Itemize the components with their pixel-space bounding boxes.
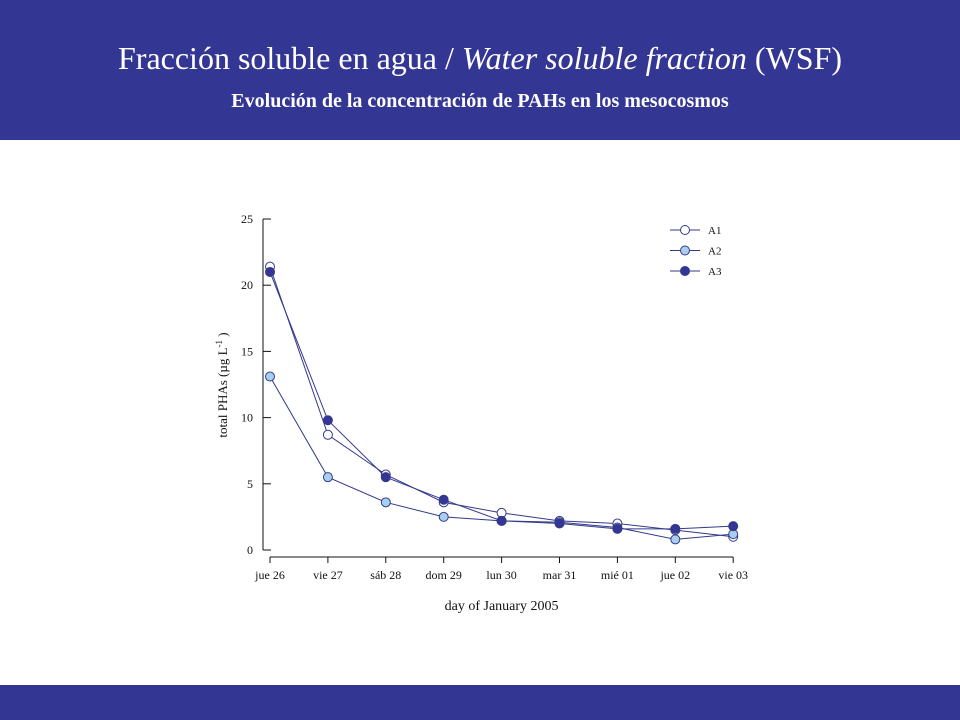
data-point-a3 [380,472,391,483]
header-band: Fracción soluble en agua / Water soluble… [0,0,960,140]
x-tick-label: jue 26 [254,568,285,582]
x-tick-label: jue 02 [659,568,690,582]
series-line-a3 [269,271,734,530]
x-tick-label: lun 30 [486,568,516,582]
data-point-a3 [322,415,333,426]
data-point-a2 [265,371,275,382]
y-tick-label: 25 [241,212,253,226]
data-point-a2 [670,534,681,545]
legend-marker [680,266,690,276]
data-point-a3 [728,521,739,532]
y-tick-label: 10 [241,411,253,425]
x-tick-label: sáb 28 [370,568,401,582]
legend-label-a3: A3 [708,266,722,278]
data-point-a3 [496,515,507,526]
x-tick-label: vie 03 [718,568,748,582]
legend-marker [680,245,690,256]
footer-band [0,685,960,720]
data-point-a3 [670,523,681,534]
y-axis-label: total PHAs (µg L-1 ) [214,332,230,437]
legend-label-a2: A2 [708,246,721,258]
y-tick-label: 5 [247,477,253,491]
title-italic: Water soluble fraction [461,40,747,76]
series-line-a1 [269,266,734,538]
title-part2: (WSF) [746,40,843,76]
data-point-a3 [438,494,449,505]
data-point-a3 [265,266,275,277]
x-axis-label: day of January 2005 [445,599,559,614]
page-subtitle: Evolución de la concentración de PAHs en… [231,90,729,112]
x-tick-label: vie 27 [313,568,343,582]
data-point-a2 [380,497,391,508]
page-title: Fracción soluble en agua / Water soluble… [0,38,960,78]
legend-marker [680,225,690,235]
data-point-a2 [322,472,333,483]
y-tick-label: 0 [247,543,253,557]
y-tick-label: 20 [241,278,253,292]
data-point-a2 [438,511,449,522]
data-point-a1 [322,429,333,440]
title-part1: Fracción soluble en agua / [117,40,462,76]
y-tick-label: 15 [241,344,253,358]
x-tick-label: mié 01 [601,568,634,582]
x-tick-label: mar 31 [543,568,577,582]
x-tick-label: dom 29 [426,568,462,582]
legend-label-a1: A1 [708,225,721,237]
data-point-a3 [554,518,565,529]
data-point-a3 [612,523,623,534]
